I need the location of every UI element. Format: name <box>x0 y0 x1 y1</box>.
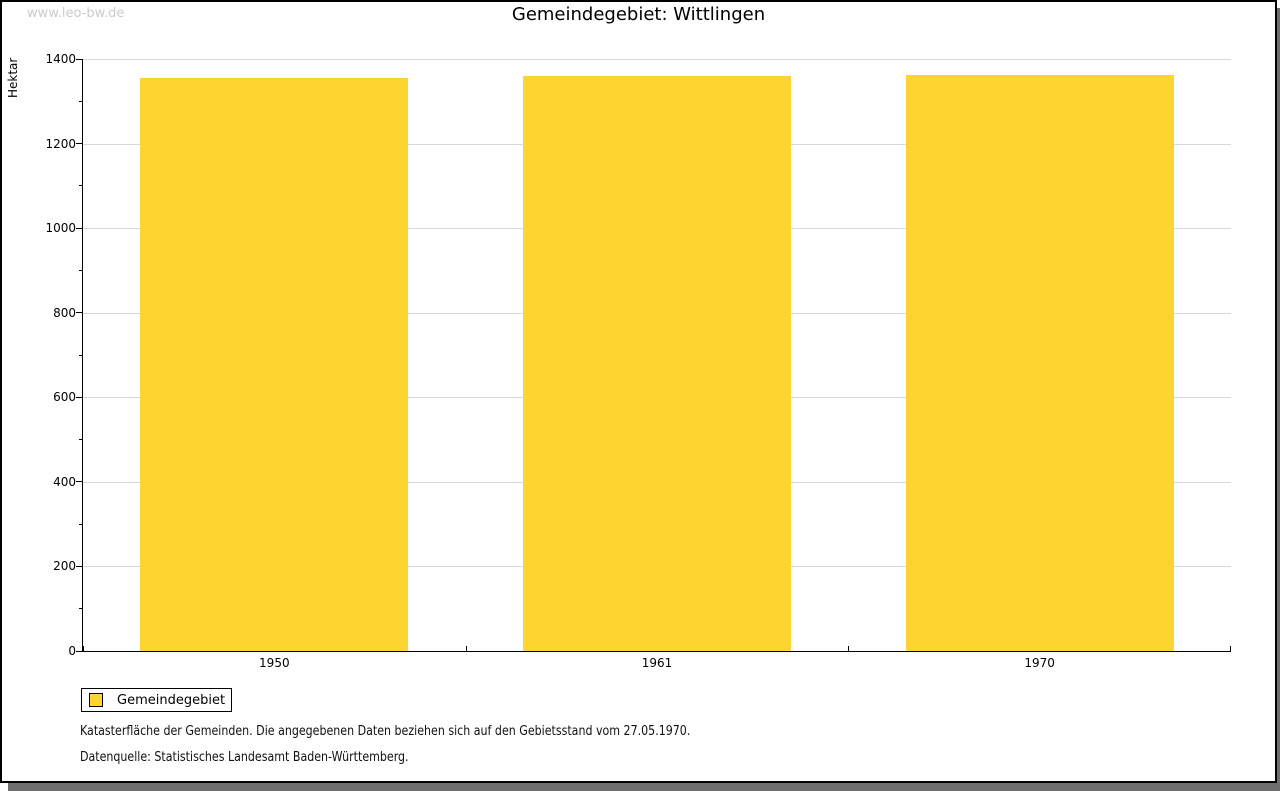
footnote-description: Katasterfläche der Gemeinden. Die angege… <box>80 724 691 739</box>
y-tick-label-1000: 1000 <box>45 221 76 236</box>
y-minor-tick-700 <box>79 354 83 356</box>
y-minor-tick-1100 <box>79 185 83 187</box>
y-axis-title: Hektar <box>6 57 20 98</box>
bar-1961 <box>523 75 791 651</box>
x-boundary-tick-2 <box>848 646 849 651</box>
y-tick-label-400: 400 <box>53 474 76 489</box>
y-minor-tick-1300 <box>79 100 83 102</box>
y-major-tick-1400 <box>76 58 83 60</box>
legend-box: Gemeindegebiet <box>81 688 232 712</box>
y-major-tick-1000 <box>76 227 83 229</box>
y-major-tick-600 <box>76 396 83 398</box>
bar-1970 <box>905 75 1174 651</box>
y-major-tick-800 <box>76 312 83 314</box>
y-tick-label-200: 200 <box>53 559 76 574</box>
y-minor-tick-900 <box>79 269 83 271</box>
y-tick-label-1400: 1400 <box>45 52 76 66</box>
y-major-tick-1200 <box>76 143 83 145</box>
frame-shadow-right <box>1277 8 1280 791</box>
chart-title: Gemeindegebiet: Wittlingen <box>511 4 766 25</box>
x-boundary-tick-3 <box>1230 646 1231 651</box>
y-minor-tick-500 <box>79 439 83 441</box>
plot-area: 0 200 400 600 800 1000 1200 1400 1950 1961 1970 <box>45 52 1231 670</box>
gridline-1400 <box>83 59 1231 60</box>
y-minor-tick-300 <box>79 523 83 525</box>
x-boundary-tick-1 <box>466 646 467 651</box>
y-major-tick-200 <box>76 565 83 567</box>
bar-1950 <box>140 77 409 651</box>
x-category-label-1970: 1970 <box>1024 656 1055 670</box>
frame-shadow-bottom <box>8 783 1280 791</box>
legend-label: Gemeindegebiet <box>117 692 226 708</box>
y-major-tick-400 <box>76 481 83 483</box>
x-boundary-tick-0 <box>83 646 84 651</box>
y-major-tick-0 <box>76 650 83 652</box>
x-category-label-1961: 1961 <box>641 656 673 670</box>
y-tick-label-800: 800 <box>53 305 76 320</box>
y-minor-tick-100 <box>79 608 83 610</box>
y-tick-label-0: 0 <box>68 644 76 658</box>
legend-swatch-icon <box>89 693 103 707</box>
footnote-source: Datenquelle: Statistisches Landesamt Bad… <box>80 750 409 765</box>
y-tick-label-1200: 1200 <box>45 136 76 151</box>
x-category-label-1950: 1950 <box>259 656 290 670</box>
watermark: www.leo-bw.de <box>27 6 125 21</box>
y-tick-label-600: 600 <box>53 390 76 405</box>
